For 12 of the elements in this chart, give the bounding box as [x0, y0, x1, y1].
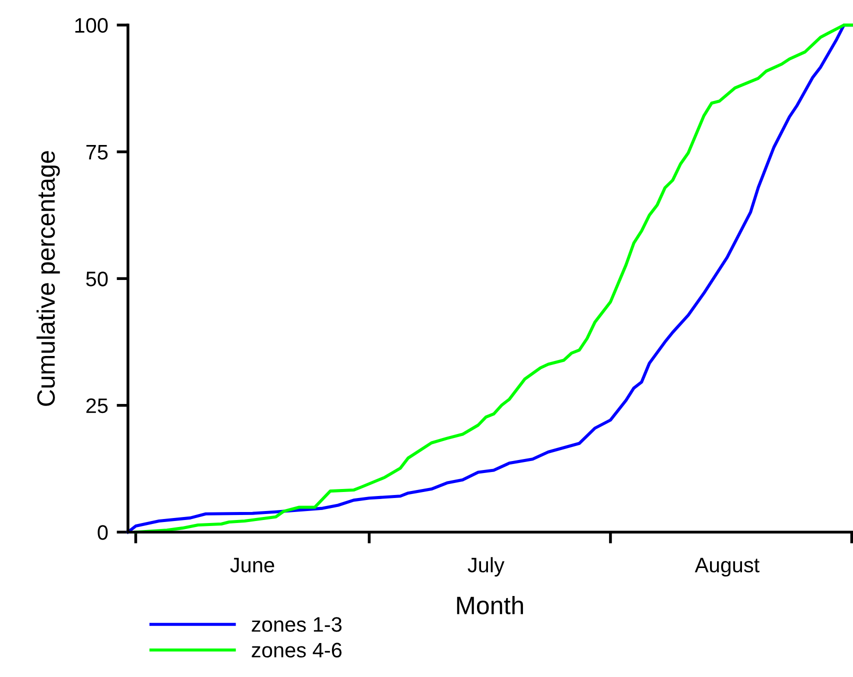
x-tick-label: July — [468, 557, 504, 577]
y-tick-label: 50 — [86, 272, 108, 286]
legend-label: zones 1-3 — [252, 617, 342, 632]
y-tick-label: 0 — [98, 525, 108, 540]
x-tick-label: August — [694, 558, 760, 577]
y-tick-label: 25 — [86, 398, 108, 414]
x-axis-title: Month — [457, 596, 523, 614]
x-tick-label: June — [230, 558, 274, 572]
y-tick-label: 75 — [86, 145, 108, 160]
y-axis-title: Cumulative percentage — [36, 151, 60, 406]
y-tick-label: 100 — [75, 18, 108, 33]
legend-label: zones 4-6 — [252, 642, 342, 658]
